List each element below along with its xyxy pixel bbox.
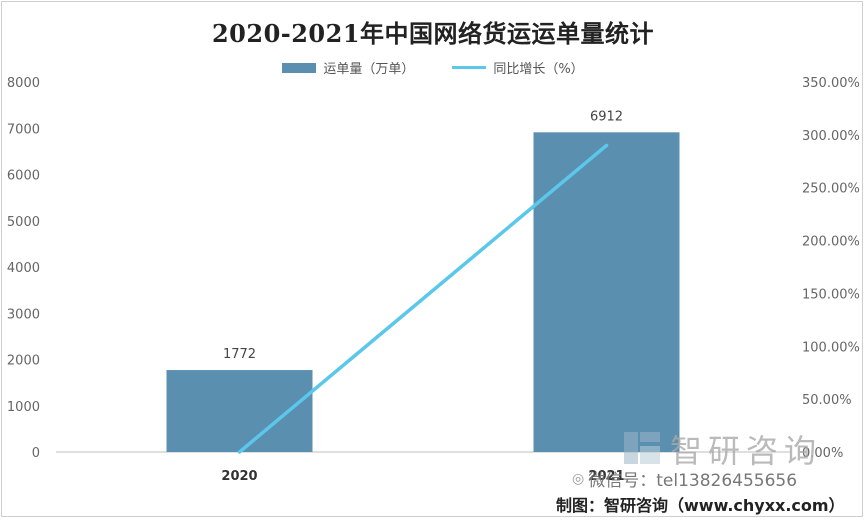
chart-legend: 运单量（万单） 同比增长（%） xyxy=(0,58,866,77)
y-right-tick-label: 100.00% xyxy=(802,340,860,355)
watermark-wechat: ◎ 微信号：tel13826455656 xyxy=(572,466,798,492)
y-right-tick-label: 250.00% xyxy=(802,182,860,197)
wechat-icon: ◎ xyxy=(572,470,585,487)
legend-label-bar: 运单量（万单） xyxy=(323,62,415,77)
bar-data-label: 1772 xyxy=(223,347,256,362)
y-left-tick-label: 1000 xyxy=(7,400,40,415)
legend-swatch-line xyxy=(452,66,487,69)
y-right-tick-label: 200.00% xyxy=(802,235,860,250)
watermark-wechat-text: 微信号：tel13826455656 xyxy=(588,471,798,491)
bar-data-label: 6912 xyxy=(590,109,623,124)
y-left-tick-label: 5000 xyxy=(7,215,40,230)
y-right-tick-label: 50.00% xyxy=(802,393,852,408)
legend-item-bar: 运单量（万单） xyxy=(282,58,414,77)
legend-label-line: 同比增长（%） xyxy=(493,62,584,77)
watermark-logo-icon xyxy=(624,432,660,464)
y-left-tick-label: 6000 xyxy=(7,169,40,184)
y-left-tick-label: 8000 xyxy=(7,76,40,91)
chart-title: 2020-2021年中国网络货运运单量统计 xyxy=(211,19,655,48)
y-left-tick-label: 2000 xyxy=(7,354,40,369)
y-right-tick-label: 0.00% xyxy=(802,446,843,461)
y-left-tick-label: 3000 xyxy=(7,307,40,322)
y-left-tick-label: 7000 xyxy=(7,122,40,137)
legend-swatch-bar xyxy=(282,62,317,73)
x-tick-label: 2020 xyxy=(221,469,257,484)
chart-credit: 制图：智研咨询（www.chyxx.com） xyxy=(556,496,845,515)
y-right-tick-label: 350.00% xyxy=(802,76,860,91)
x-tick-label: 2021 xyxy=(588,469,624,484)
y-left-tick-label: 4000 xyxy=(7,261,40,276)
line-series-growth xyxy=(237,143,609,454)
bar-2021 xyxy=(533,132,680,452)
legend-item-line: 同比增长（%） xyxy=(452,58,584,77)
y-right-tick-label: 150.00% xyxy=(802,287,860,302)
y-left-tick-label: 0 xyxy=(32,446,40,461)
watermark-brand: 智研咨询 xyxy=(670,432,823,470)
y-right-tick-label: 300.00% xyxy=(802,129,860,144)
